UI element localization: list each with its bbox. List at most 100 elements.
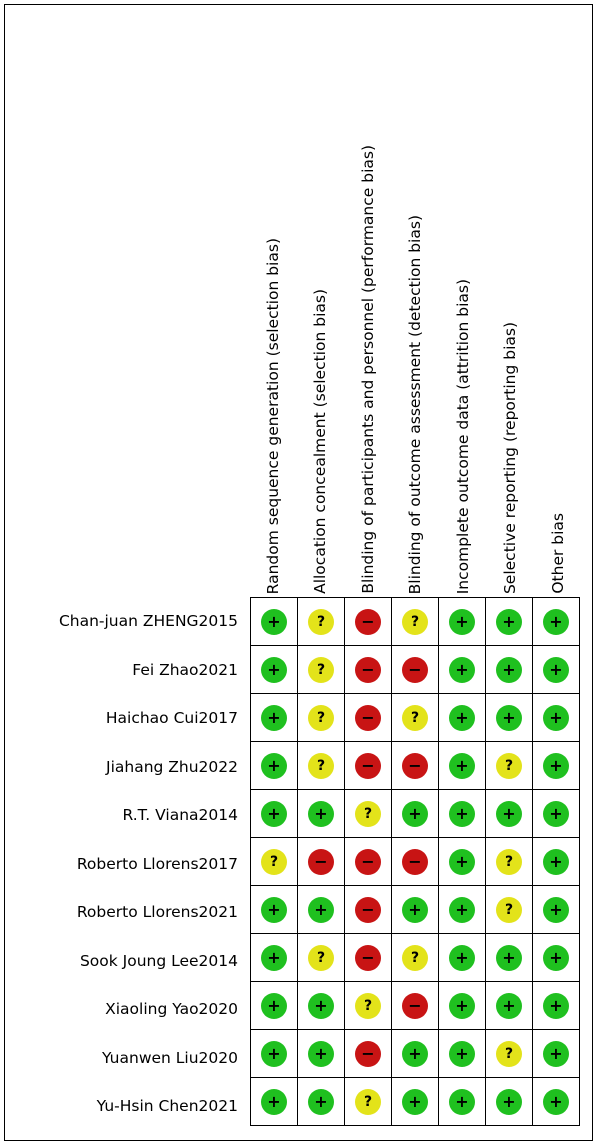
- study-name: R.T. Viana2014: [122, 806, 238, 824]
- unclear-risk-icon: ?: [355, 800, 381, 827]
- high-risk-icon: −: [355, 752, 381, 779]
- table-row: + +? + + + +: [250, 789, 580, 838]
- judgement-cell: ?: [344, 789, 392, 838]
- domain-header-label: Blinding of outcome assessment (detectio…: [406, 214, 425, 594]
- high-risk-icon: −: [308, 848, 334, 875]
- study-name: Haichao Cui2017: [105, 709, 238, 727]
- judgement-cell: +: [438, 741, 486, 790]
- judgement-cell: −: [344, 645, 392, 694]
- judgement-cell: +: [250, 645, 298, 694]
- table-row: ? − − − +? +: [250, 837, 580, 886]
- low-risk-icon: +: [449, 848, 475, 875]
- study-name: Fei Zhao2021: [132, 660, 238, 679]
- low-risk-icon: +: [543, 896, 569, 923]
- low-risk-icon: +: [449, 704, 475, 731]
- table-row: + + − + +? +: [250, 885, 580, 934]
- high-risk-icon: −: [402, 656, 428, 683]
- judgement-cell: ?: [344, 1077, 392, 1126]
- low-risk-icon: +: [449, 1088, 475, 1115]
- judgement-cell: −: [391, 741, 439, 790]
- judgement-cell: +: [438, 885, 486, 934]
- low-risk-icon: +: [496, 704, 522, 731]
- low-risk-icon: +: [543, 656, 569, 683]
- table-row: +? − − + + +: [250, 645, 580, 694]
- low-risk-icon: +: [543, 1088, 569, 1115]
- judgement-cell: ?: [391, 933, 439, 982]
- judgement-cell: +: [250, 789, 298, 838]
- low-risk-icon: +: [308, 800, 334, 827]
- judgement-cell: +: [532, 837, 580, 886]
- study-name: Jiahang Zhu2022: [106, 757, 238, 776]
- judgement-cell: +: [532, 981, 580, 1030]
- low-risk-icon: +: [449, 656, 475, 683]
- low-risk-icon: +: [543, 704, 569, 731]
- low-risk-icon: +: [261, 992, 287, 1019]
- judgement-cell: ?: [485, 885, 533, 934]
- domain-header-label: Incomplete outcome data (attrition bias): [453, 278, 472, 594]
- judgement-cell: +: [485, 1077, 533, 1126]
- table-row: +? −? + + +: [250, 933, 580, 982]
- judgement-cell: +: [438, 693, 486, 742]
- low-risk-icon: +: [261, 944, 287, 971]
- judgement-cell: +: [297, 1029, 345, 1078]
- judgement-cell: ?: [391, 597, 439, 646]
- low-risk-icon: +: [261, 1088, 287, 1115]
- judgement-cell: ?: [297, 597, 345, 646]
- unclear-risk-icon: ?: [355, 992, 381, 1019]
- study-name: Xiaoling Yao2020: [105, 1000, 238, 1018]
- high-risk-icon: −: [355, 608, 381, 635]
- domain-header: Allocation concealment (selection bias): [298, 0, 345, 594]
- judgement-cell: ?: [297, 693, 345, 742]
- table-row: +? −? + + +: [250, 597, 580, 646]
- judgement-cell: +: [438, 1077, 486, 1126]
- low-risk-icon: +: [261, 704, 287, 731]
- low-risk-icon: +: [449, 1040, 475, 1067]
- judgement-cell: +: [532, 885, 580, 934]
- judgement-cell: +: [485, 693, 533, 742]
- unclear-risk-icon: ?: [308, 944, 334, 971]
- judgement-cell: +: [250, 597, 298, 646]
- judgement-cell: ?: [391, 693, 439, 742]
- unclear-risk-icon: ?: [261, 848, 287, 875]
- judgement-cell: +: [297, 981, 345, 1030]
- low-risk-icon: +: [261, 1040, 287, 1067]
- low-risk-icon: +: [308, 1088, 334, 1115]
- unclear-risk-icon: ?: [308, 752, 334, 779]
- judgement-cell: −: [391, 645, 439, 694]
- unclear-risk-icon: ?: [402, 944, 428, 971]
- high-risk-icon: −: [402, 848, 428, 875]
- study-name: Roberto Llorens2021: [76, 903, 238, 921]
- judgement-cell: +: [532, 645, 580, 694]
- high-risk-icon: −: [355, 1040, 381, 1067]
- low-risk-icon: +: [543, 752, 569, 779]
- judgement-cell: +: [438, 1029, 486, 1078]
- low-risk-icon: +: [261, 800, 287, 827]
- judgement-cell: +: [391, 1029, 439, 1078]
- unclear-risk-icon: ?: [496, 896, 522, 923]
- figure-frame: [4, 4, 593, 1141]
- judgement-cell: −: [344, 1029, 392, 1078]
- unclear-risk-icon: ?: [496, 752, 522, 779]
- low-risk-icon: +: [496, 992, 522, 1019]
- high-risk-icon: −: [355, 848, 381, 875]
- judgement-cell: +: [250, 1077, 298, 1126]
- judgement-cell: +: [485, 981, 533, 1030]
- judgement-cell: −: [344, 885, 392, 934]
- low-risk-icon: +: [308, 1040, 334, 1067]
- table-row: + + − + +? +: [250, 1029, 580, 1078]
- low-risk-icon: +: [543, 1040, 569, 1067]
- low-risk-icon: +: [543, 848, 569, 875]
- unclear-risk-icon: ?: [496, 848, 522, 875]
- low-risk-icon: +: [496, 608, 522, 635]
- domain-header-label: Random sequence generation (selection bi…: [263, 237, 282, 594]
- unclear-risk-icon: ?: [355, 1088, 381, 1115]
- unclear-risk-icon: ?: [402, 704, 428, 731]
- judgement-cell: ?: [485, 837, 533, 886]
- judgement-cell: +: [438, 597, 486, 646]
- risk-of-bias-grid: +? −? + + + +? − − + + + +? −? + + + +? − − +? + + +? + + + +? − − − +…: [250, 597, 580, 1126]
- unclear-risk-icon: ?: [308, 608, 334, 635]
- judgement-cell: +: [532, 741, 580, 790]
- domain-header: Selective reporting (reporting bias): [488, 0, 535, 594]
- study-name: Yuanwen Liu2020: [101, 1048, 238, 1067]
- judgement-cell: +: [485, 789, 533, 838]
